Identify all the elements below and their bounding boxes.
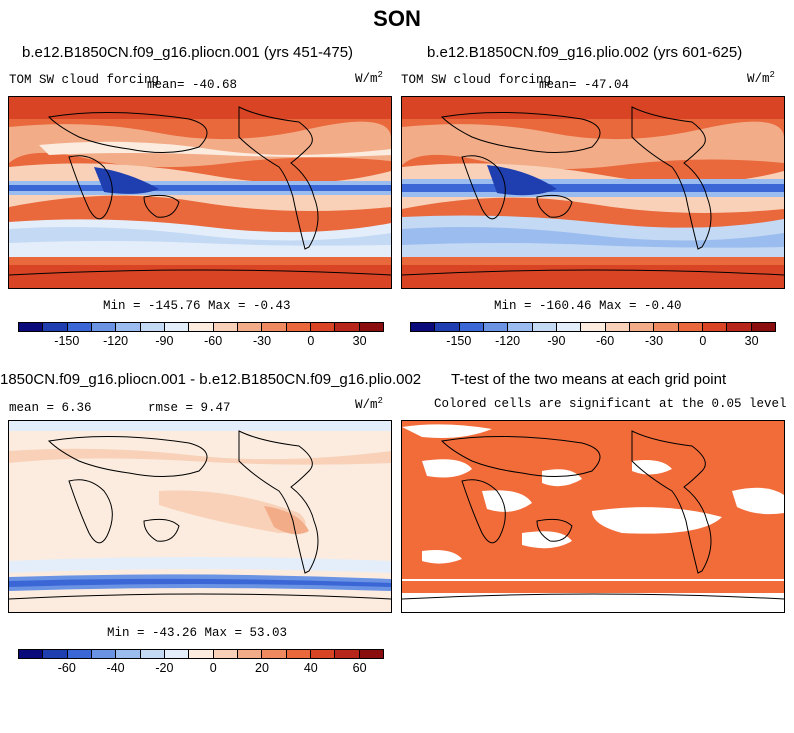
panel4-subtitle: Colored cells are significant at the 0.0…	[434, 397, 787, 411]
colorbar-tick-label: -60	[204, 334, 223, 348]
colorbar-tick-label: -150	[446, 334, 472, 348]
panel2-colorbar	[410, 322, 776, 332]
colorbar-swatch	[262, 323, 287, 331]
panel3-rmse: rmse = 9.47	[148, 401, 231, 415]
colorbar-swatch	[532, 323, 557, 331]
colorbar-swatch	[237, 323, 263, 331]
colorbar-swatch	[140, 323, 165, 331]
panel3-map	[8, 420, 392, 613]
colorbar-swatch	[140, 650, 165, 658]
colorbar-tick-label: 0	[699, 334, 707, 348]
panel1-colorbar	[18, 322, 384, 332]
colorbar-tick-label: 40	[303, 661, 318, 675]
panel1-minmax: Min = -145.76 Max = -0.43	[103, 299, 291, 313]
colorbar-swatch	[335, 650, 360, 658]
panel1-map-svg	[9, 97, 391, 288]
colorbar-swatch	[359, 323, 383, 331]
colorbar-swatch	[310, 323, 336, 331]
colorbar-tick-label: -120	[495, 334, 521, 348]
colorbar-swatch	[654, 323, 679, 331]
panel3-colorbar	[18, 649, 384, 659]
panel4-title: T-test of the two means at each grid poi…	[451, 371, 727, 388]
colorbar-swatch	[286, 323, 311, 331]
colorbar-swatch	[164, 650, 190, 658]
colorbar-swatch	[359, 650, 383, 658]
panel4-map	[401, 420, 785, 613]
colorbar-swatch	[629, 323, 655, 331]
panel4-map-svg	[402, 421, 784, 612]
colorbar-swatch	[678, 323, 703, 331]
colorbar-tick-label: 30	[352, 334, 367, 348]
colorbar-tick-label: -40	[106, 661, 125, 675]
panel3-minmax: Min = -43.26 Max = 53.03	[107, 626, 288, 640]
panel2-units: W/m2	[747, 70, 775, 87]
panel2-map-svg	[402, 97, 784, 288]
panel3-mean: mean = 6.36	[9, 401, 92, 415]
colorbar-swatch	[508, 323, 533, 331]
colorbar-tick-label: -120	[103, 334, 129, 348]
colorbar-swatch	[116, 650, 141, 658]
panel3-units: W/m2	[355, 396, 383, 413]
colorbar-swatch	[19, 323, 44, 331]
panel1-mean: mean= -40.68	[147, 78, 238, 92]
colorbar-swatch	[605, 323, 630, 331]
colorbar-swatch	[459, 323, 484, 331]
colorbar-swatch	[189, 323, 214, 331]
panel2-mean: mean= -47.04	[539, 78, 630, 92]
colorbar-swatch	[116, 323, 141, 331]
panel1-variable: TOM SW cloud forcing	[9, 73, 160, 87]
colorbar-tick-label: 20	[255, 661, 269, 675]
panel2-title: b.e12.B1850CN.f09_g16.plio.002 (yrs 601-…	[427, 44, 743, 61]
panel1-title: b.e12.B1850CN.f09_g16.pliocn.001 (yrs 45…	[22, 44, 354, 61]
colorbar-tick-label: -60	[596, 334, 615, 348]
colorbar-swatch	[335, 323, 360, 331]
page-title: SON	[373, 6, 421, 31]
colorbar-tick-label: -90	[547, 334, 566, 348]
colorbar-swatch	[262, 650, 287, 658]
colorbar-swatch	[727, 323, 752, 331]
colorbar-swatch	[67, 650, 92, 658]
colorbar-tick-label: -60	[57, 661, 76, 675]
colorbar-tick-label: -30	[644, 334, 664, 348]
colorbar-swatch	[91, 323, 117, 331]
colorbar-swatch	[91, 650, 117, 658]
colorbar-tick-label: -150	[54, 334, 80, 348]
colorbar-tick-label: 60	[352, 661, 367, 675]
colorbar-swatch	[556, 323, 582, 331]
colorbar-swatch	[310, 650, 336, 658]
colorbar-tick-label: 0	[209, 661, 217, 675]
colorbar-swatch	[213, 323, 238, 331]
colorbar-swatch	[751, 323, 775, 331]
colorbar-tick-label: -20	[155, 661, 174, 675]
panel1-map	[8, 96, 392, 289]
colorbar-swatch	[237, 650, 263, 658]
colorbar-tick-label: -90	[155, 334, 174, 348]
colorbar-tick-label: -30	[252, 334, 272, 348]
colorbar-swatch	[483, 323, 509, 331]
panel1-units: W/m2	[355, 70, 383, 87]
colorbar-swatch	[67, 323, 92, 331]
colorbar-tick-label: 0	[307, 334, 315, 348]
colorbar-swatch	[213, 650, 238, 658]
colorbar-swatch	[19, 650, 44, 658]
panel3-map-svg	[9, 421, 391, 612]
colorbar-swatch	[189, 650, 214, 658]
colorbar-swatch	[43, 650, 68, 658]
colorbar-tick-label: 30	[744, 334, 759, 348]
colorbar-swatch	[435, 323, 460, 331]
panel2-variable: TOM SW cloud forcing	[401, 73, 552, 87]
panel3-title: 1850CN.f09_g16.pliocn.001 - b.e12.B1850C…	[0, 371, 422, 388]
panel2-minmax: Min = -160.46 Max = -0.40	[494, 299, 682, 313]
colorbar-swatch	[164, 323, 190, 331]
colorbar-swatch	[411, 323, 436, 331]
colorbar-swatch	[286, 650, 311, 658]
colorbar-swatch	[581, 323, 606, 331]
panel2-map	[401, 96, 785, 289]
colorbar-swatch	[702, 323, 728, 331]
colorbar-swatch	[43, 323, 68, 331]
